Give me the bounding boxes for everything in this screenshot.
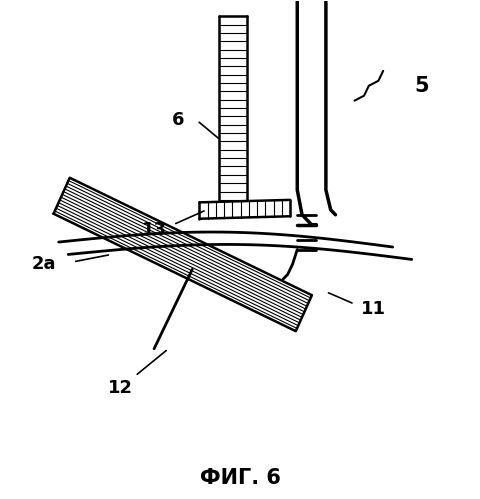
Text: 6: 6: [172, 111, 184, 129]
Text: 11: 11: [361, 300, 386, 318]
Text: 12: 12: [108, 379, 133, 397]
Text: 2а: 2а: [32, 255, 57, 273]
Text: ФИГ. 6: ФИГ. 6: [200, 468, 280, 488]
Text: 13: 13: [142, 221, 167, 239]
Text: 5: 5: [414, 76, 429, 96]
